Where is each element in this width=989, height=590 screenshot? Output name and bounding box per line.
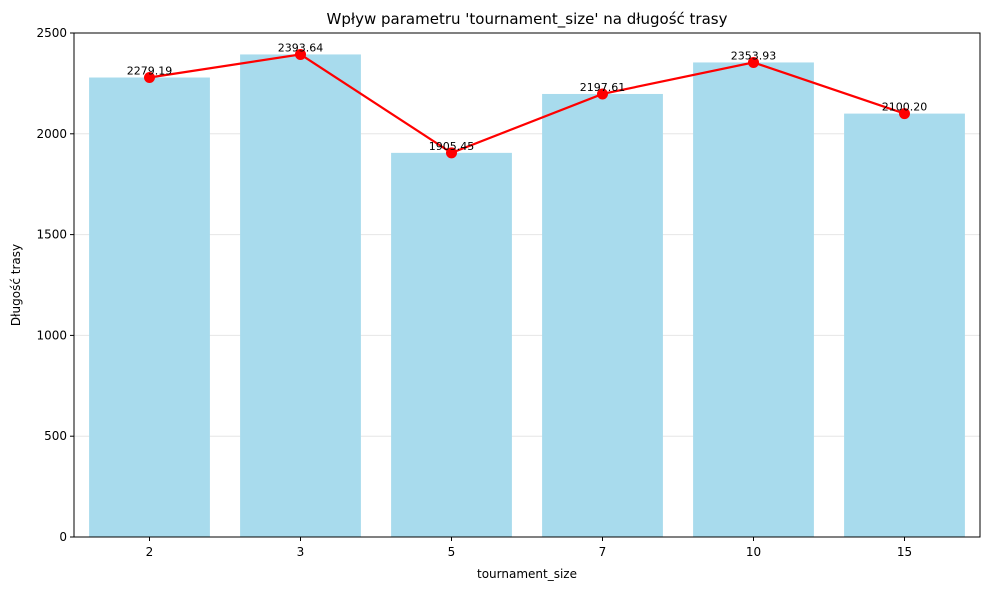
x-tick-label-15: 15: [897, 545, 912, 559]
x-ticks: 2 3 5 7 10 15: [146, 537, 912, 559]
line-point-7: [597, 88, 608, 100]
bar-7: [542, 93, 663, 537]
x-tick-label-5: 5: [448, 545, 456, 559]
data-label-3: 2393.64: [278, 41, 324, 54]
plot-frame: [73, 32, 981, 538]
data-label-5: 1905.45: [429, 140, 475, 153]
line-point-5: [446, 147, 457, 159]
data-label-2: 2279.19: [127, 65, 173, 78]
y-tick-label-500: 500: [44, 429, 67, 443]
y-tick-label-1000: 1000: [36, 328, 67, 342]
line-point-15: [899, 108, 910, 120]
data-label-15: 2100.20: [882, 101, 928, 114]
x-tick-label-7: 7: [599, 545, 607, 559]
x-tick-label-10: 10: [746, 545, 761, 559]
bar-2: [89, 77, 210, 538]
bars: [89, 54, 965, 538]
y-ticks: 0 500 1000 1500 2000 2500: [36, 26, 74, 544]
bar-3: [240, 54, 361, 538]
y-tick-label-2500: 2500: [36, 26, 67, 40]
y-tick-label-0: 0: [59, 530, 67, 544]
y-axis-label: Długość trasy: [9, 244, 23, 326]
bar-15: [844, 113, 965, 538]
bar-5: [391, 152, 512, 538]
line-point-2: [144, 72, 155, 84]
bar-10: [693, 62, 814, 537]
line-series: [144, 48, 910, 159]
x-axis-label: tournament_size: [477, 567, 577, 581]
data-labels: 2279.19 2393.64 1905.45 2197.61 2353.93 2100.…: [127, 41, 928, 152]
line-path: [149, 53, 905, 155]
x-tick-label-2: 2: [146, 545, 154, 559]
y-tick-label-1500: 1500: [36, 228, 67, 242]
data-label-10: 2353.93: [731, 49, 777, 62]
data-label-7: 2197.61: [580, 81, 626, 94]
axes: [73, 32, 981, 538]
line-point-3: [295, 48, 306, 60]
y-tick-label-2000: 2000: [36, 127, 67, 141]
chart-title: Wpływ parametru 'tournament_size' na dłu…: [327, 10, 728, 29]
line-point-10: [748, 56, 759, 68]
x-tick-label-3: 3: [297, 545, 305, 559]
